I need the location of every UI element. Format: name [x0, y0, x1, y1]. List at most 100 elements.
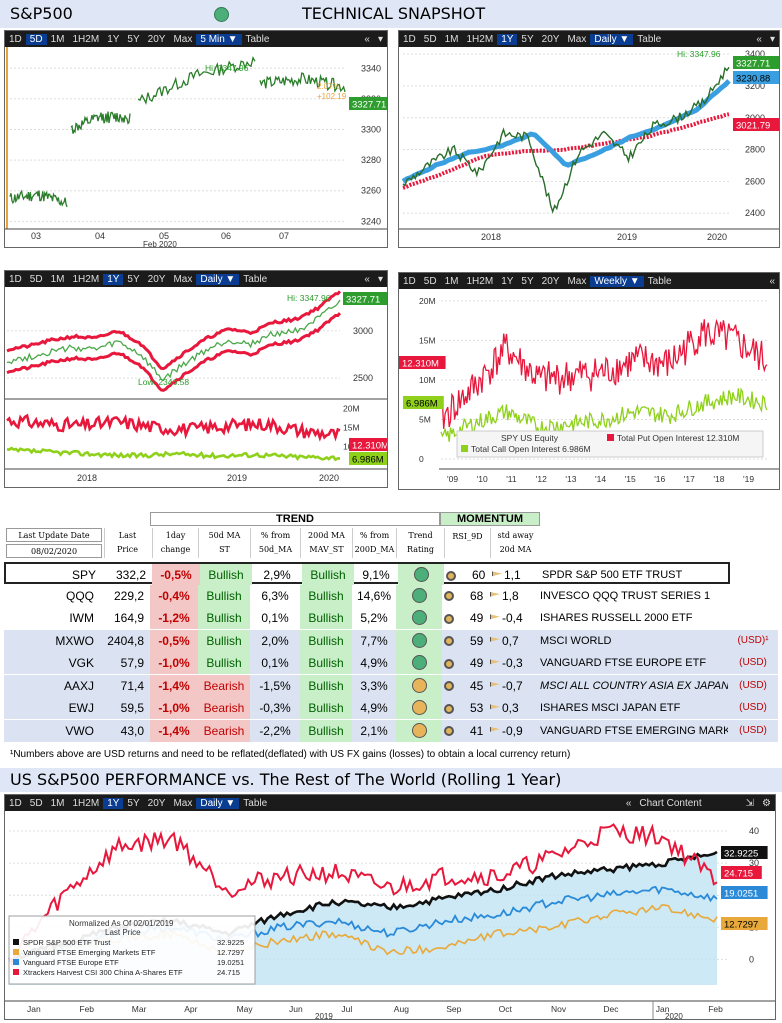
toolbar-item-5[interactable]: 5Y — [127, 797, 140, 809]
pct-from-200d-cell: 4,9% — [360, 656, 388, 670]
name-cell: MSCI ALL COUNTRY ASIA EX JAPAN — [540, 679, 728, 692]
toolbar-item-8[interactable]: Daily ▼ — [196, 797, 240, 809]
toolbar-item-8[interactable]: Daily ▼ — [196, 273, 240, 285]
column-header-line2: Price — [117, 545, 138, 554]
currency-cell: (USD) — [739, 679, 767, 691]
toolbar-item-9[interactable]: Table — [243, 273, 268, 285]
toolbar-item-0[interactable]: 1D — [9, 273, 22, 285]
toolbar-item-6[interactable]: 20Y — [147, 273, 166, 285]
put-oi-line — [6, 413, 341, 442]
toolbar-item-4[interactable]: 1Y — [501, 275, 514, 287]
toolbar-item-7[interactable]: Max — [567, 275, 587, 287]
column-header-line2: ST — [219, 545, 230, 554]
toolbar-item-2[interactable]: 1M — [444, 33, 459, 45]
chg-annotation: +102.19 — [317, 92, 347, 101]
toolbar-item-11[interactable]: ▾ — [377, 273, 383, 285]
column-header-line1: 200d MA — [308, 531, 345, 540]
table-row[interactable]: VWO 43,0 -1,4% Bearish -2,2% Bullish 2,1% 41 -0,… — [4, 719, 778, 742]
table-row[interactable]: AAXJ 71,4 -1,4% Bearish -1,5% Bullish 3,3% 45 -0… — [4, 674, 778, 697]
legend-value-1: 12.7297 — [217, 948, 244, 957]
toolbar-item-6[interactable]: 20Y — [541, 33, 560, 45]
table-row[interactable]: MXWO 2404,8 -0,5% Bullish 2,0% Bullish 7,7% 59 0… — [4, 629, 778, 652]
toolbar-item-10[interactable]: « — [364, 273, 370, 285]
column-header-line2: MAV_ST — [309, 545, 344, 554]
toolbar-item-1[interactable]: 5D — [423, 275, 437, 287]
y-tick-label: 2800 — [745, 145, 765, 155]
toolbar-item-2[interactable]: 1M — [50, 273, 65, 285]
x-tick-label: May — [237, 1004, 254, 1014]
toolbar-item-7[interactable]: Max — [173, 33, 193, 45]
toolbar-item-3[interactable]: 1H2M — [72, 797, 100, 809]
table-row[interactable]: VGK 57,9 -1,0% Bullish 0,1% Bullish 4,9% 49 -0,3… — [4, 652, 778, 674]
toolbar-item-1[interactable]: 5D — [29, 797, 43, 809]
toolbar-item-4[interactable]: 1Y — [103, 797, 124, 809]
trend-rating-cell — [396, 719, 442, 742]
toolbar-item-1[interactable]: 5D — [29, 273, 43, 285]
toolbar-item-10[interactable]: « — [756, 33, 762, 45]
toolbar-item-10[interactable]: « — [769, 275, 775, 287]
toolbar-item-4[interactable]: 1Y — [107, 33, 120, 45]
ma200-signal-cell: Bullish — [300, 607, 352, 629]
table-row[interactable]: IWM 164,9 -1,2% Bullish 0,1% Bullish 5,2% 49 -0,… — [4, 607, 778, 629]
toolbar-item-0[interactable]: 1D — [9, 33, 22, 45]
toolbar-item-8[interactable]: 5 Min ▼ — [196, 33, 242, 45]
toolbar-item-5[interactable]: 5Y — [521, 33, 534, 45]
table-row[interactable]: EWJ 59,5 -1,0% Bearish -0,3% Bullish 4,9% 53 0,3… — [4, 697, 778, 719]
price-segment — [259, 72, 346, 93]
column-header-line2: change — [160, 545, 191, 554]
toolbar-item-3[interactable]: 1H2M — [466, 33, 494, 45]
x-tick-label: Apr — [184, 1004, 197, 1014]
section-header-technical: S&P500 TECHNICAL SNAPSHOT — [0, 0, 782, 28]
toolbar-item-3[interactable]: 1H2M — [466, 275, 494, 287]
toolbar-item-3[interactable]: 1H2M — [72, 273, 100, 285]
table-row[interactable]: QQQ 229,2 -0,4% Bullish 6,3% Bullish 14,6% 68 1,… — [4, 584, 778, 607]
trend-rating-cell — [396, 652, 442, 674]
toolbar-item-7[interactable]: Max — [173, 797, 193, 809]
toolbar-item-1[interactable]: 5D — [25, 33, 47, 45]
toolbar-item-5[interactable]: 5Y — [521, 275, 534, 287]
toolbar-item-6[interactable]: 20Y — [541, 275, 560, 287]
trend-rating-icon — [411, 632, 427, 648]
toolbar-item-0[interactable]: 1D — [403, 275, 416, 287]
table-row[interactable]: SPY 332,2 -0,5% Bullish 2,9% Bullish 9,1% 60 1,1… — [4, 562, 730, 586]
toolbar-item-5[interactable]: 5Y — [127, 273, 140, 285]
toolbar-item-1[interactable]: 5D — [423, 33, 437, 45]
toolbar-item-2[interactable]: 1M — [50, 33, 65, 45]
chart-intraday[interactable]: 334033203300328032603240Hi: 3347.962.07%… — [5, 47, 387, 247]
toolbar-item-2[interactable]: 1M — [50, 797, 65, 809]
chart-performance[interactable]: 40302010032.922512.729719.025124.715Norm… — [5, 811, 775, 1019]
toolbar-item-9[interactable]: Table — [245, 33, 270, 45]
toolbar-item-6[interactable]: 20Y — [147, 33, 166, 45]
toolbar-right-0[interactable]: « — [625, 797, 632, 809]
pct-from-50d-cell: -0,3% — [259, 701, 291, 715]
toolbar-item-2[interactable]: 1M — [444, 275, 459, 287]
toolbar-item-5[interactable]: 5Y — [127, 33, 140, 45]
toolbar-right-2[interactable]: ⇲ — [745, 797, 755, 809]
toolbar-item-0[interactable]: 1D — [9, 797, 22, 809]
toolbar-item-0[interactable]: 1D — [403, 33, 416, 45]
toolbar-right-3[interactable]: ⚙ — [762, 797, 771, 809]
chart-daily-ma[interactable]: 3400 3200 3000 2800 2600 2400 Hi: 3347.96 3327.… — [399, 47, 779, 247]
toolbar-item-11[interactable]: ▾ — [769, 33, 775, 45]
toolbar-item-4[interactable]: 1Y — [497, 33, 518, 45]
toolbar-item-7[interactable]: Max — [567, 33, 587, 45]
toolbar-item-6[interactable]: 20Y — [147, 797, 166, 809]
chart-bands[interactable]: 3000 2500 Hi: 3347.96 Low: 2346.58 3327.71 20… — [5, 287, 387, 487]
trend-rating-cell — [396, 674, 442, 697]
toolbar-item-10[interactable]: « — [364, 33, 370, 45]
toolbar-item-3[interactable]: 1H2M — [72, 33, 100, 45]
toolbar-item-8[interactable]: Weekly ▼ — [590, 275, 644, 287]
toolbar-item-9[interactable]: Table — [637, 33, 662, 45]
currency-cell: (USD) — [739, 657, 767, 668]
toolbar-item-4[interactable]: 1Y — [103, 273, 124, 285]
toolbar-item-7[interactable]: Max — [173, 273, 193, 285]
toolbar-item-11[interactable]: ▾ — [377, 33, 383, 45]
toolbar-item-8[interactable]: Daily ▼ — [590, 33, 634, 45]
y2-tick-label: 20M — [343, 404, 360, 414]
column-header-line1: Last — [118, 531, 137, 540]
toolbar-item-9[interactable]: Table — [243, 797, 268, 809]
toolbar-item-9[interactable]: Table — [647, 275, 672, 287]
toolbar-right-1[interactable]: Chart Content — [639, 797, 702, 809]
chart-panel-bands: 1D 5D 1M 1H2M 1Y 5Y 20Y Max Daily ▼ Table « ▾ 3000 2… — [4, 270, 388, 488]
